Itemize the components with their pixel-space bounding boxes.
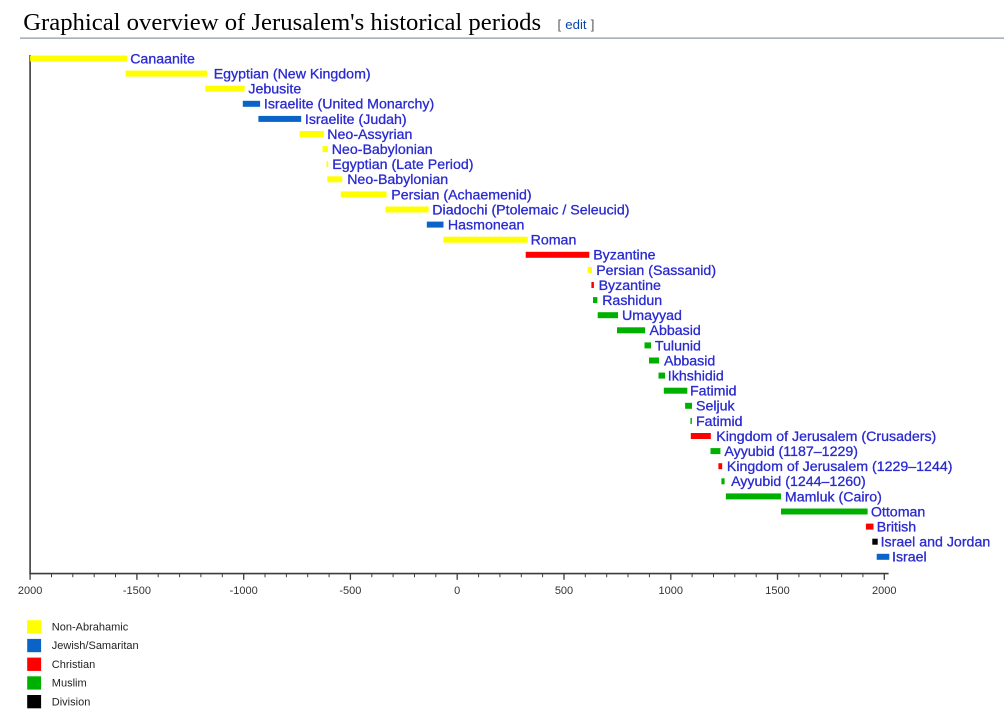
svg-text:Kingdom of Jerusalem (1229–124: Kingdom of Jerusalem (1229–1244)	[727, 459, 953, 475]
svg-text:Ikhshidid: Ikhshidid	[668, 369, 724, 385]
svg-text:Kingdom of Jerusalem (Crusader: Kingdom of Jerusalem (Crusaders)	[716, 429, 936, 445]
svg-text:Graphical overview of Jerusale: Graphical overview of Jerusalem's histor…	[23, 9, 541, 36]
svg-text:1000: 1000	[659, 585, 683, 597]
svg-text:[: [	[558, 17, 562, 32]
svg-text:1500: 1500	[765, 585, 789, 597]
svg-text:Neo-Assyrian: Neo-Assyrian	[327, 127, 412, 143]
svg-text:Israelite (Judah): Israelite (Judah)	[305, 112, 407, 128]
svg-text:0: 0	[454, 585, 460, 597]
svg-text:Canaanite: Canaanite	[130, 51, 195, 67]
svg-text:Muslim: Muslim	[52, 678, 87, 690]
svg-text:Ayyubid (1244–1260): Ayyubid (1244–1260)	[731, 474, 866, 490]
svg-text:Ottoman: Ottoman	[871, 504, 925, 520]
svg-text:Jewish/Samaritan: Jewish/Samaritan	[52, 640, 139, 652]
svg-text:Israel and Jordan: Israel and Jordan	[881, 535, 991, 551]
svg-text:Fatimid: Fatimid	[696, 414, 743, 430]
svg-text:Neo-Babylonian: Neo-Babylonian	[332, 142, 433, 158]
svg-text:edit: edit	[565, 17, 587, 32]
svg-text:Abbasid: Abbasid	[664, 353, 715, 369]
svg-text:Byzantine: Byzantine	[593, 248, 655, 264]
svg-text:]: ]	[591, 17, 595, 32]
svg-text:500: 500	[555, 585, 573, 597]
svg-text:Division: Division	[52, 696, 91, 708]
svg-text:-500: -500	[339, 585, 361, 597]
svg-text:Diadochi (Ptolemaic / Seleucid: Diadochi (Ptolemaic / Seleucid)	[432, 202, 629, 218]
svg-text:-1500: -1500	[123, 585, 151, 597]
svg-text:Abbasid: Abbasid	[650, 323, 701, 339]
svg-text:Israelite (United Monarchy): Israelite (United Monarchy)	[264, 97, 434, 113]
svg-text:Christian: Christian	[52, 659, 95, 671]
svg-text:Neo-Babylonian: Neo-Babylonian	[347, 172, 448, 188]
svg-text:Israel: Israel	[892, 550, 927, 566]
svg-text:Umayyad: Umayyad	[622, 308, 682, 324]
svg-text:Roman: Roman	[531, 233, 577, 249]
svg-text:Egyptian (New Kingdom): Egyptian (New Kingdom)	[214, 67, 371, 83]
svg-text:Persian (Sassanid): Persian (Sassanid)	[596, 263, 716, 279]
svg-text:Jebusite: Jebusite	[248, 82, 301, 98]
svg-text:Tulunid: Tulunid	[655, 338, 701, 354]
svg-text:Non-Abrahamic: Non-Abrahamic	[52, 622, 129, 634]
svg-text:2000: 2000	[872, 585, 896, 597]
svg-text:Seljuk: Seljuk	[696, 399, 736, 415]
svg-text:Fatimid: Fatimid	[690, 384, 737, 400]
svg-text:Persian (Achaemenid): Persian (Achaemenid)	[391, 187, 531, 203]
svg-text:-1000: -1000	[230, 585, 258, 597]
svg-text:2000: 2000	[18, 585, 42, 597]
svg-text:Rashidun: Rashidun	[602, 293, 662, 309]
svg-text:Ayyubid (1187–1229): Ayyubid (1187–1229)	[724, 444, 858, 460]
svg-text:Byzantine: Byzantine	[599, 278, 661, 294]
svg-text:Egyptian (Late Period): Egyptian (Late Period)	[332, 157, 473, 173]
svg-text:British: British	[877, 520, 916, 536]
svg-text:Mamluk (Cairo): Mamluk (Cairo)	[785, 489, 882, 505]
svg-text:Hasmonean: Hasmonean	[448, 218, 525, 234]
